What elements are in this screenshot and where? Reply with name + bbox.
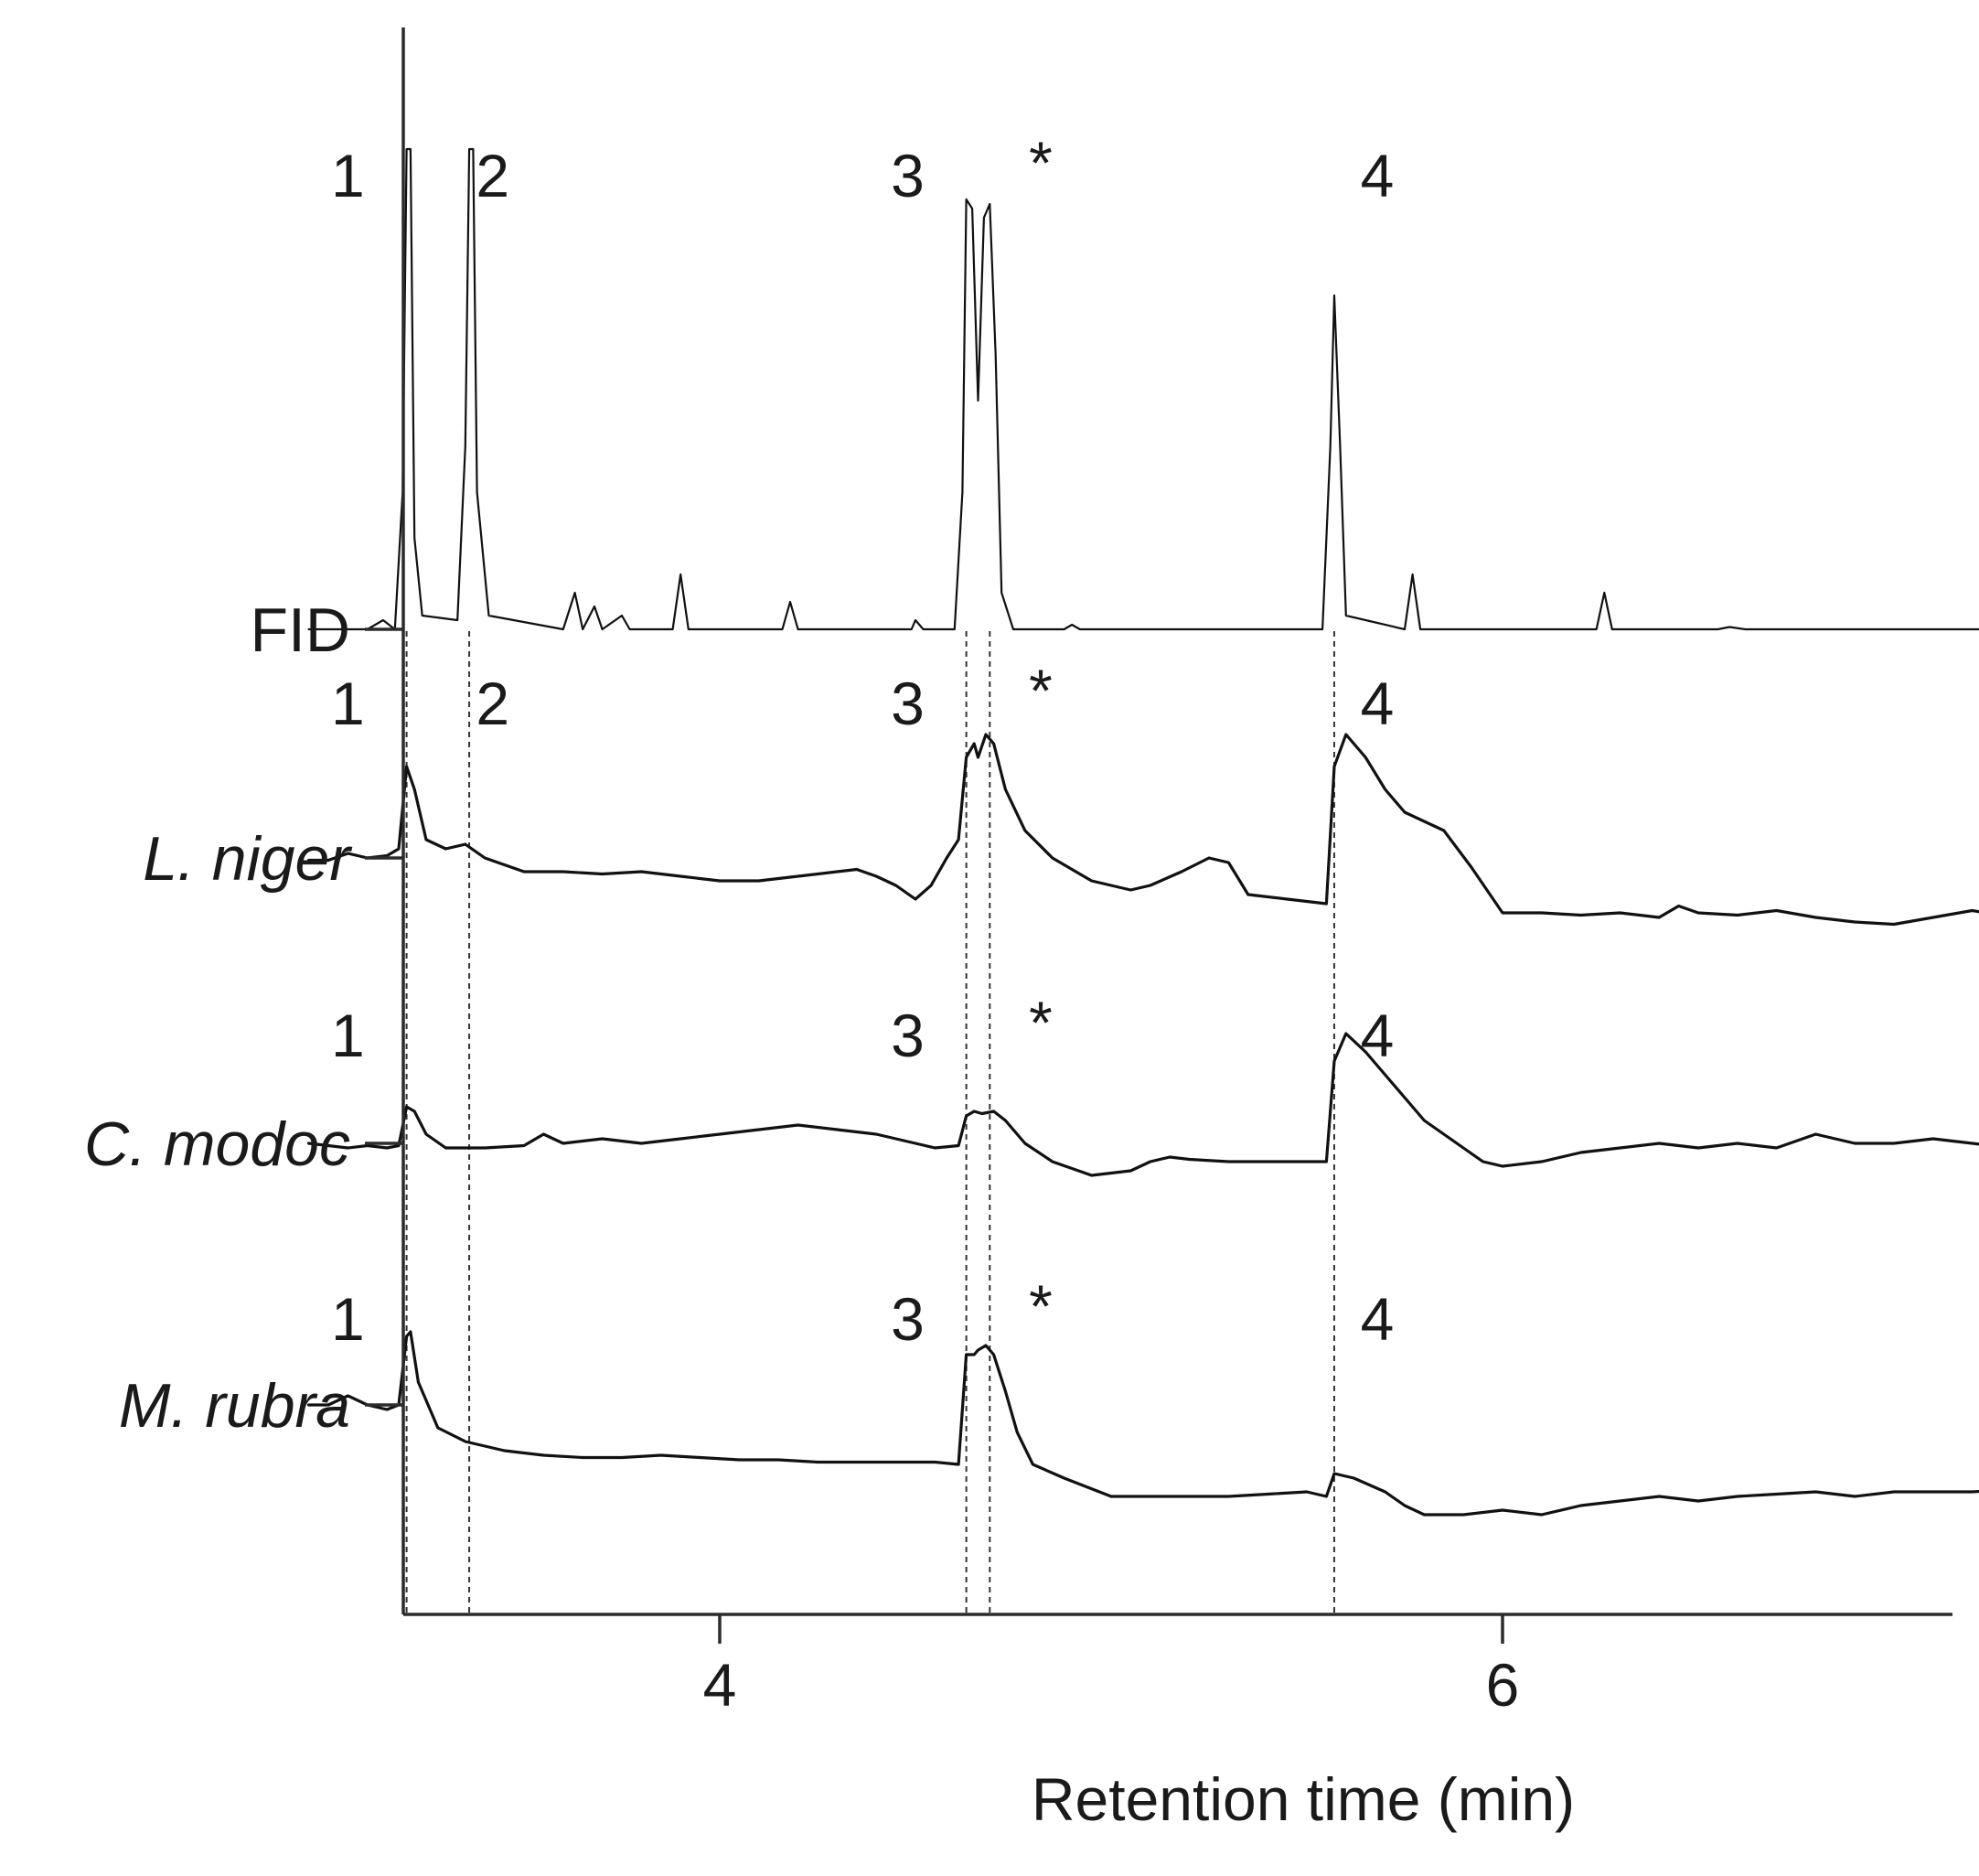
peak-label: 4 xyxy=(1361,142,1395,209)
peak-label: 3 xyxy=(891,1002,925,1069)
trace-m-rubra xyxy=(307,1330,1979,1517)
trace-l-niger xyxy=(307,733,1979,927)
peak-label: 2 xyxy=(476,142,509,209)
peak-label: 1 xyxy=(331,1002,365,1069)
x-tick-label: 4 xyxy=(703,1651,737,1719)
trace-fid xyxy=(307,147,1979,631)
trace-label-m-rubra: M. rubra xyxy=(119,1371,350,1441)
peak-label: * xyxy=(1029,989,1053,1056)
peak-label: * xyxy=(1029,657,1053,724)
peak-label: * xyxy=(1029,129,1053,197)
peak-label: 1 xyxy=(331,670,365,737)
peak-label: 4 xyxy=(1361,1002,1395,1069)
trace-c-modoc xyxy=(307,1032,1979,1177)
peak-label: 4 xyxy=(1361,670,1395,737)
peak-label: 1 xyxy=(331,142,365,209)
trace-label-fid: FID xyxy=(250,595,350,665)
peak-label: 1 xyxy=(331,1285,365,1353)
traces xyxy=(307,147,1979,1517)
guide-lines xyxy=(405,631,1335,1614)
peak-label: 4 xyxy=(1361,1285,1395,1353)
axes: 46810 xyxy=(401,27,1952,1719)
peak-label: 3 xyxy=(891,142,925,209)
x-tick-label: 6 xyxy=(1486,1651,1520,1719)
trace-label-c-modoc: C. modoc xyxy=(84,1110,350,1179)
peak-label: * xyxy=(1029,1272,1053,1340)
x-axis-title: Retention time (min) xyxy=(1032,1765,1575,1833)
peak-label: 3 xyxy=(891,1285,925,1353)
peak-label: 2 xyxy=(476,670,509,737)
trace-label-l-niger: L. niger xyxy=(143,824,352,894)
peak-label: 3 xyxy=(891,670,925,737)
